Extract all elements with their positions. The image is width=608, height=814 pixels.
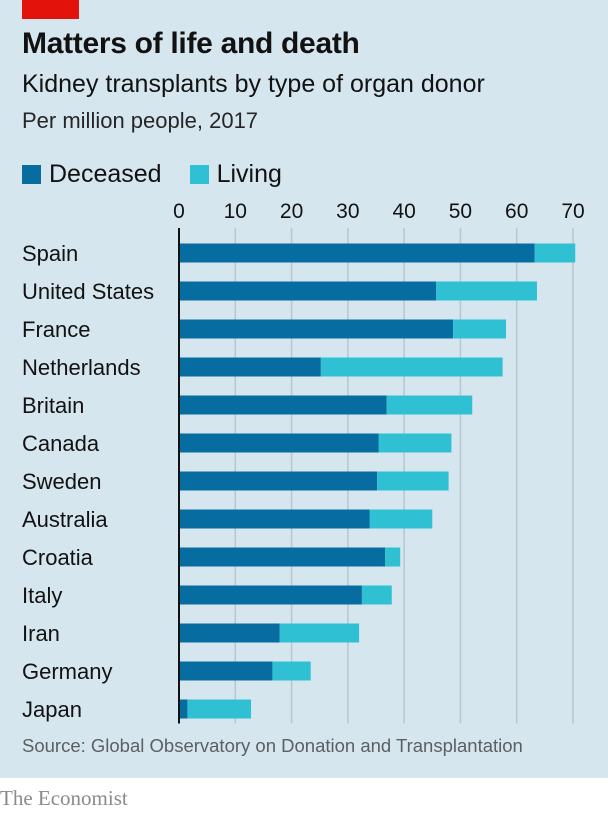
bar-deceased xyxy=(179,357,321,377)
bar-living xyxy=(272,661,311,681)
category-label: Sweden xyxy=(22,469,102,494)
x-tick-label: 30 xyxy=(336,200,359,223)
x-tick-label: 40 xyxy=(392,200,415,223)
bar-deceased xyxy=(179,433,379,453)
bar-deceased xyxy=(179,471,378,491)
x-tick-label: 50 xyxy=(449,200,472,223)
category-label: Italy xyxy=(22,583,62,608)
x-tick-label: 70 xyxy=(561,200,584,223)
bar-living xyxy=(534,243,576,263)
category-label: Iran xyxy=(22,621,60,646)
category-label: United States xyxy=(22,279,154,304)
legend-label-living: Living xyxy=(216,160,282,188)
bar-deceased xyxy=(179,585,362,605)
bar-chart: 0 10 20 30 40 50 60 70 Spain United States France N… xyxy=(22,200,585,724)
category-label: Britain xyxy=(22,393,84,418)
x-tick-label: 0 xyxy=(173,200,185,223)
bar-deceased xyxy=(179,547,386,567)
legend: Deceased Living xyxy=(22,160,310,189)
bar-living xyxy=(378,433,452,453)
bar-deceased xyxy=(179,623,280,643)
bar-deceased xyxy=(179,281,437,301)
bar-living xyxy=(377,471,449,491)
category-label: Spain xyxy=(22,241,78,266)
chart-title: Matters of life and death xyxy=(22,27,360,60)
category-label: Netherlands xyxy=(22,355,141,380)
bar-deceased xyxy=(179,319,454,339)
chart-subtitle: Kidney transplants by type of organ dono… xyxy=(22,70,485,98)
category-label: France xyxy=(22,317,90,342)
bar-deceased xyxy=(179,243,535,263)
category-label: Germany xyxy=(22,659,112,684)
chart-panel: Matters of life and death Kidney transpl… xyxy=(0,0,608,778)
source-note: Source: Global Observatory on Donation a… xyxy=(22,735,523,756)
bar-living xyxy=(187,699,252,719)
category-label: Croatia xyxy=(22,545,94,570)
legend-label-deceased: Deceased xyxy=(49,160,162,188)
bar-deceased xyxy=(179,661,273,681)
unit-note: Per million people, 2017 xyxy=(22,108,259,133)
legend-item-living: Living xyxy=(189,160,282,189)
category-label: Japan xyxy=(22,697,82,722)
bar-living xyxy=(386,395,473,415)
brand-red-tag xyxy=(22,0,79,19)
x-tick-label: 10 xyxy=(224,200,247,223)
bar-living xyxy=(320,357,503,377)
bar-living xyxy=(361,585,392,605)
bar-deceased xyxy=(179,699,188,719)
category-label: Canada xyxy=(22,431,100,456)
bar-living xyxy=(385,547,401,567)
bar-living xyxy=(436,281,537,301)
bar-living xyxy=(453,319,507,339)
bar-deceased xyxy=(179,395,387,415)
x-tick-label: 60 xyxy=(505,200,528,223)
legend-swatch-living xyxy=(189,165,209,184)
legend-swatch-deceased xyxy=(22,165,41,184)
category-label: Australia xyxy=(22,507,108,532)
bar-deceased xyxy=(179,509,370,529)
brand-wordmark: The Economist xyxy=(0,786,128,810)
legend-item-deceased: Deceased xyxy=(22,160,162,189)
bar-living xyxy=(369,509,433,529)
bar-living xyxy=(279,623,360,643)
x-tick-label: 20 xyxy=(280,200,303,223)
